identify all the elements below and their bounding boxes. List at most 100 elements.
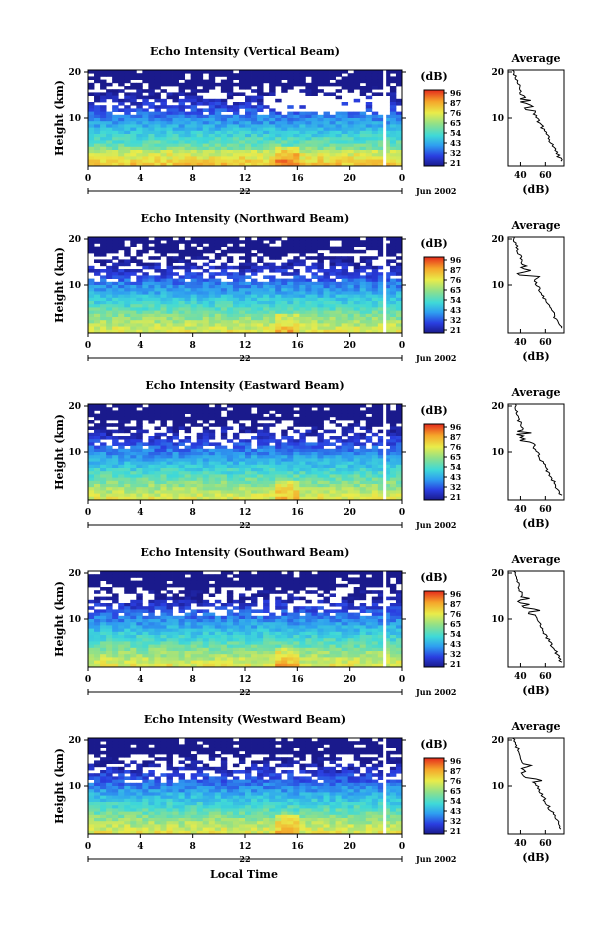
heatmap-cell (226, 571, 234, 575)
heatmap-cell (251, 619, 258, 623)
heatmap-cell (226, 137, 234, 141)
heatmap-cell (383, 121, 391, 125)
heatmap-cell (118, 493, 125, 498)
heatmap-cell (172, 111, 179, 116)
heatmap-cell (371, 124, 379, 128)
heatmap-cell (238, 304, 246, 308)
heatmap-cell (130, 490, 137, 494)
heatmap-cell (196, 596, 204, 601)
heatmap-cell (257, 317, 264, 321)
heatmap-cell (130, 416, 137, 421)
heatmap-cell (238, 146, 246, 151)
heatmap-cell (190, 156, 198, 160)
heatmap-cell (88, 464, 95, 469)
heatmap-cell (124, 269, 131, 273)
heatmap-cell (251, 468, 258, 472)
heatmap-cell (257, 429, 264, 434)
heatmap-cell (293, 118, 300, 122)
heatmap-cell (196, 464, 204, 469)
heatmap-cell (142, 98, 149, 103)
heatmap-cell (130, 127, 137, 132)
heatmap-cell (172, 288, 179, 292)
heatmap-cell (214, 468, 222, 472)
heatmap-cell (245, 606, 252, 610)
heatmap-cell (214, 82, 222, 87)
heatmap-cell (118, 329, 125, 334)
heatmap-cell (100, 159, 107, 164)
heatmap-cell (94, 590, 101, 594)
heatmap-cell (281, 124, 288, 128)
heatmap-cell (94, 98, 101, 103)
heatmap-cell (395, 574, 403, 578)
heatmap-cell (335, 291, 343, 295)
heatmap-cell (299, 153, 306, 157)
heatmap-cell (208, 237, 216, 241)
heatmap-cell (281, 89, 288, 93)
heatmap-cell (208, 114, 216, 119)
heatmap-cell (238, 493, 246, 498)
heatmap-cell (323, 484, 330, 488)
heatmap-cell (130, 281, 137, 286)
heatmap-cell (196, 577, 204, 581)
heatmap-cell (136, 102, 143, 106)
heatmap-cell (365, 265, 373, 270)
heatmap-cell (275, 407, 282, 411)
heatmap-cell (281, 410, 288, 414)
heatmap-cell (88, 410, 95, 414)
heatmap-cell (190, 471, 198, 475)
heatmap-cell (305, 281, 312, 286)
heatmap-cell (365, 468, 373, 472)
heatmap-cell (94, 407, 101, 411)
heatmap-cell (214, 121, 222, 125)
heatmap-cell (269, 580, 276, 585)
heatmap-cell (214, 320, 222, 324)
heatmap-cell (154, 619, 161, 623)
heatmap-cell (377, 496, 385, 501)
heatmap-cell (106, 89, 113, 93)
heatmap-cell (196, 291, 204, 295)
heatmap-cell (238, 281, 246, 286)
heatmap-cell (293, 246, 300, 251)
heatmap-cell (226, 416, 234, 421)
heatmap-cell (112, 134, 119, 138)
profile-title: Average (510, 386, 560, 399)
heatmap-cell (202, 420, 210, 424)
heatmap-cell (383, 310, 391, 315)
heatmap-cell (100, 249, 107, 254)
heatmap-cell (226, 448, 234, 453)
heatmap-cell (166, 442, 173, 446)
heatmap-cell (136, 480, 143, 485)
heatmap-cell (196, 323, 204, 327)
heatmap-cell (275, 134, 282, 138)
heatmap-cell (383, 281, 391, 286)
heatmap-cell (371, 599, 379, 604)
heatmap-cell (166, 426, 173, 430)
heatmap-cell (208, 98, 216, 103)
heatmap-cell (148, 471, 155, 475)
heatmap-cell (166, 407, 173, 411)
heatmap-cell (238, 307, 246, 311)
heatmap-cell (136, 269, 143, 273)
heatmap-cell (238, 256, 246, 260)
heatmap-cell (371, 153, 379, 157)
heatmap-cell (202, 436, 210, 440)
heatmap-cell (124, 426, 131, 430)
heatmap-cell (281, 628, 288, 633)
heatmap-cell (190, 468, 198, 472)
heatmap-cell (112, 240, 119, 244)
heatmap-cell (359, 574, 367, 578)
heatmap-cell (251, 625, 258, 629)
heatmap-cell (148, 127, 155, 132)
heatmap-cell (317, 256, 324, 260)
heatmap-cell (305, 429, 312, 434)
heatmap-cell (317, 436, 324, 440)
heatmap-cell (299, 285, 306, 289)
heatmap-cell (208, 156, 216, 160)
heatmap-cell (323, 448, 330, 453)
heatmap-cell (341, 320, 349, 324)
heatmap-cell (305, 413, 312, 418)
heatmap-cell (263, 156, 270, 160)
heatmap-cell (196, 288, 204, 292)
heatmap-cell (178, 606, 186, 610)
heatmap-cell (112, 70, 119, 74)
